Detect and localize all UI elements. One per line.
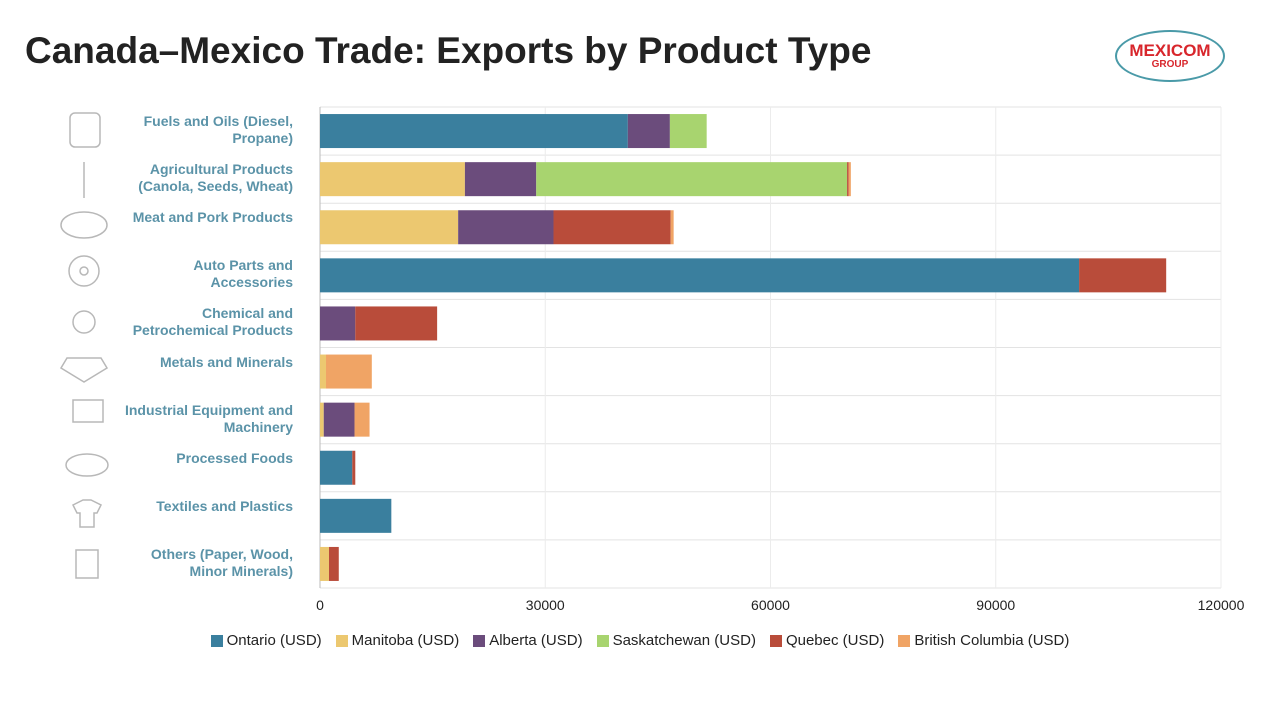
bar-segment <box>320 402 324 437</box>
bar-segment <box>458 210 554 245</box>
bar-segment <box>320 162 465 197</box>
bar-segment <box>320 498 392 533</box>
legend-swatch <box>210 634 223 647</box>
category-label: Agricultural Products (Canola, Seeds, Wh… <box>138 161 293 195</box>
category-label: Metals and Minerals <box>159 353 293 370</box>
bar-segment <box>848 162 851 197</box>
category-label: Auto Parts and Accessories <box>193 257 293 291</box>
bar-segment <box>1079 258 1167 293</box>
bar-segment <box>536 162 848 197</box>
legend: Ontario (USD) Manitoba (USD) Alberta (USD)… <box>0 632 1280 649</box>
x-tick-label: 60000 <box>751 597 790 613</box>
x-tick-label: 90000 <box>976 597 1015 613</box>
legend-item: Manitoba (USD) <box>335 632 460 649</box>
legend-swatch <box>769 634 782 647</box>
legend-item: Quebec (USD) <box>769 632 885 649</box>
bar-segment <box>669 114 707 149</box>
bar-segment <box>670 210 674 245</box>
legend-swatch <box>473 634 486 647</box>
legend-item: Saskatchewan (USD) <box>596 632 756 649</box>
category-label: Others (Paper, Wood, Minor Minerals) <box>150 545 293 579</box>
logo: MEXICOM GROUP <box>1115 30 1225 82</box>
legend-swatch <box>335 634 348 647</box>
legend-swatch <box>898 634 911 647</box>
chart-title: Canada–Mexico Trade: Exports by Product … <box>25 30 872 71</box>
legend-item: Ontario (USD) <box>210 632 322 649</box>
bar-segment <box>355 306 438 341</box>
chart: 0 30000 60000 90000 120000 <box>59 106 1245 613</box>
legend-swatch <box>596 634 609 647</box>
category-label: Meat and Pork Products <box>132 209 293 226</box>
bar-segment <box>323 402 355 437</box>
bar-segment <box>326 354 372 389</box>
x-tick-label: 120000 <box>1198 597 1245 613</box>
bar-segment <box>847 162 849 197</box>
bar-segment <box>352 450 356 485</box>
logo-name: MEXICOM <box>1129 41 1211 60</box>
bar-segment <box>320 306 356 341</box>
category-label: Textiles and Plastics <box>156 497 293 514</box>
x-tick-label: 30000 <box>526 597 565 613</box>
legend-label: Ontario (USD) <box>226 632 322 649</box>
legend-label: Alberta (USD) <box>489 632 583 649</box>
legend-item: British Columbia (USD) <box>898 632 1069 649</box>
category-label: Chemical and Petrochemical Products <box>132 305 293 339</box>
x-tick-label: 0 <box>316 597 324 613</box>
bar-segment <box>320 450 353 485</box>
bar-segment <box>320 258 1080 293</box>
legend-label: Saskatchewan (USD) <box>612 632 756 649</box>
category-label: Fuels and Oils (Diesel, Propane) <box>143 113 293 147</box>
legend-label: Quebec (USD) <box>785 632 885 649</box>
bar-segment <box>320 210 459 245</box>
bar-segment <box>627 114 670 149</box>
bar-segment <box>553 210 671 245</box>
category-label: Processed Foods <box>176 449 293 466</box>
legend-item: Alberta (USD) <box>473 632 583 649</box>
logo-sub: GROUP <box>1151 59 1189 70</box>
bar-segment <box>320 114 628 149</box>
bar-segment <box>354 402 370 437</box>
category-label: Industrial Equipment and Machinery <box>124 401 293 435</box>
bar-segment <box>320 546 330 581</box>
legend-label: British Columbia (USD) <box>914 632 1070 649</box>
bar-segment <box>329 546 339 581</box>
bar-segment <box>320 354 327 389</box>
bar-segment <box>464 162 537 197</box>
legend-label: Manitoba (USD) <box>351 632 460 649</box>
